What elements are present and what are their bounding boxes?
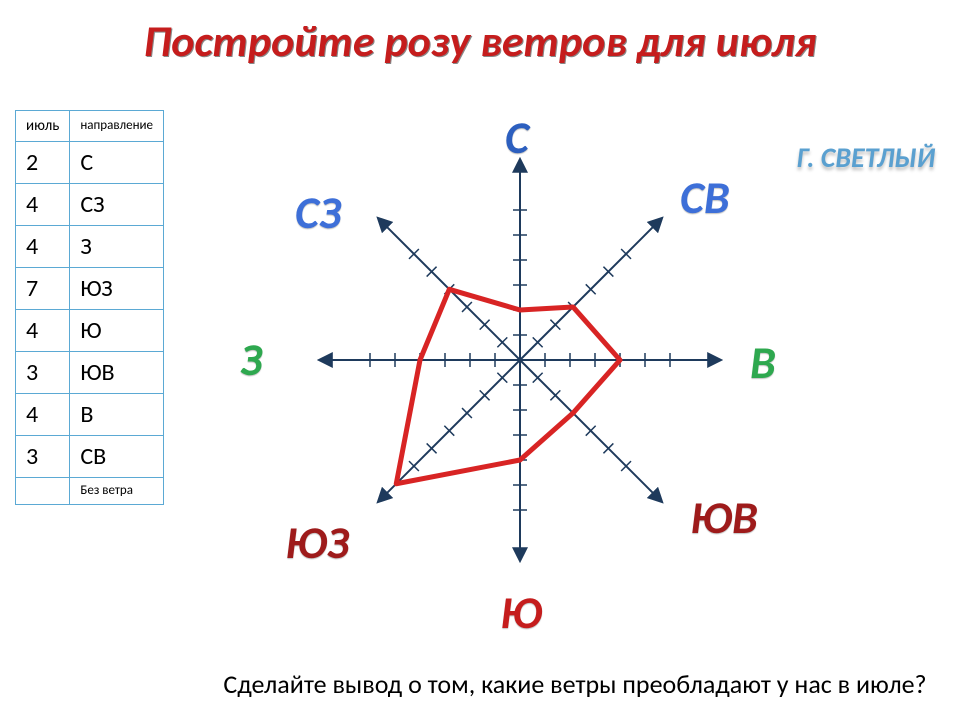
compass-label-sw: ЮЗ bbox=[285, 515, 349, 571]
table-cell-direction: ЮЗ bbox=[70, 268, 164, 310]
table-cell-direction: СВ bbox=[70, 436, 164, 478]
page-title: Постройте розу ветров для июля bbox=[0, 0, 960, 68]
compass-label-w: З bbox=[240, 332, 262, 388]
compass-label-ne: СВ bbox=[680, 170, 730, 226]
table-cell-count: 2 bbox=[16, 142, 70, 184]
compass-label-n: С bbox=[505, 110, 529, 166]
table-empty-cell bbox=[16, 478, 70, 505]
table-cell-count: 7 bbox=[16, 268, 70, 310]
table-cell-count: 4 bbox=[16, 226, 70, 268]
table-cell-count: 4 bbox=[16, 394, 70, 436]
table-no-wind: Без ветра bbox=[70, 478, 164, 505]
table-head-direction: направление bbox=[70, 111, 164, 142]
compass-label-e: В bbox=[750, 335, 776, 391]
compass-label-s: Ю bbox=[500, 585, 542, 641]
compass-label-se: ЮВ bbox=[690, 490, 758, 546]
table-cell-direction: СЗ bbox=[70, 184, 164, 226]
table-cell-direction: Ю bbox=[70, 310, 164, 352]
conclusion-text: Сделайте вывод о том, какие ветры преобл… bbox=[210, 668, 940, 700]
table-cell-count: 3 bbox=[16, 436, 70, 478]
compass-label-nw: СЗ bbox=[295, 185, 341, 241]
table-cell-direction: З bbox=[70, 226, 164, 268]
data-table: июль направление 2С4СЗ4З7ЮЗ4Ю3ЮВ4В3СВ Бе… bbox=[15, 110, 164, 505]
table-cell-direction: В bbox=[70, 394, 164, 436]
table-cell-direction: ЮВ bbox=[70, 352, 164, 394]
table-cell-direction: С bbox=[70, 142, 164, 184]
table-cell-count: 3 bbox=[16, 352, 70, 394]
table-cell-count: 4 bbox=[16, 184, 70, 226]
table-head-month: июль bbox=[16, 111, 70, 142]
table-cell-count: 4 bbox=[16, 310, 70, 352]
